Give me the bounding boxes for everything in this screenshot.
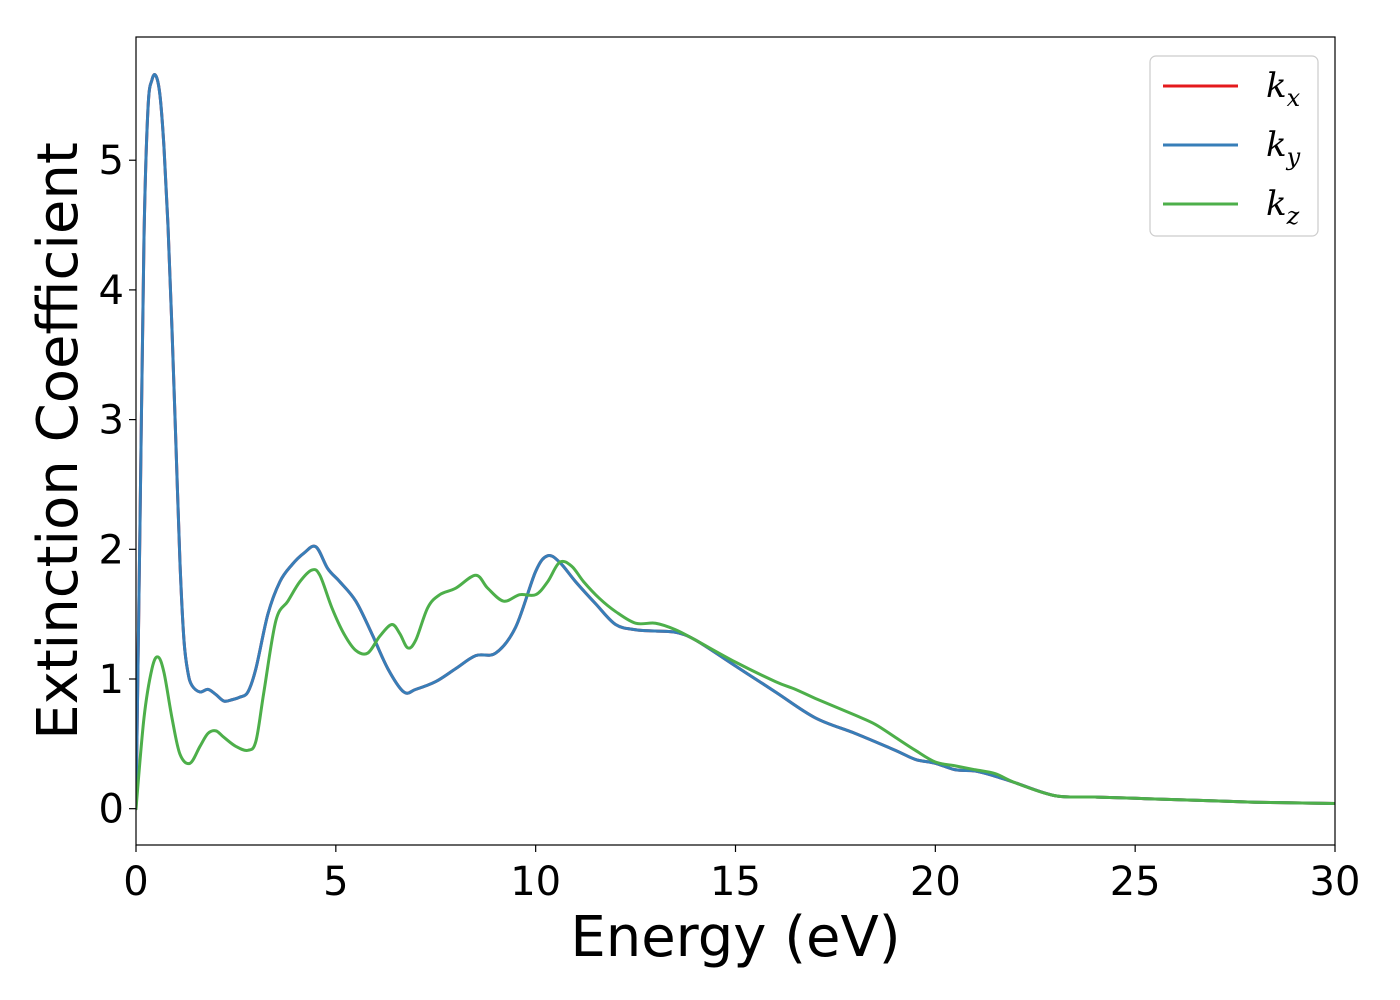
x-tick-label: 20 [910, 859, 961, 905]
y-tick-label: 1 [99, 657, 124, 703]
series-line-kz [136, 559, 1335, 811]
y-tick-label: 0 [99, 787, 124, 833]
x-axis-title: Energy (eV) [570, 905, 900, 970]
legend-label-main: k [1266, 125, 1287, 165]
series-layer [136, 73, 1335, 811]
y-tick-label: 2 [99, 527, 124, 573]
legend-label-kx: kx [1266, 66, 1301, 112]
legend-label-ky: ky [1266, 125, 1301, 171]
x-tick-label: 30 [1310, 859, 1361, 905]
x-tick-label: 5 [323, 859, 348, 905]
y-tick-label: 4 [99, 268, 124, 314]
legend-label-subscript: y [1286, 143, 1301, 171]
legend-label-kz: kz [1266, 184, 1300, 230]
y-tick-label: 5 [99, 138, 124, 184]
x-tick-label: 15 [710, 859, 761, 905]
legend-label-main: k [1266, 66, 1287, 106]
legend-label-main: k [1266, 184, 1287, 224]
y-tick-label: 3 [99, 398, 124, 444]
y-axis-title: Extinction Coefficient [26, 142, 91, 740]
legend-label-subscript: x [1287, 84, 1301, 112]
x-axis: 0 5 10 15 20 25 30 [123, 845, 1360, 905]
y-axis: 0 1 2 3 4 5 [99, 138, 136, 833]
x-tick-label: 25 [1110, 859, 1161, 905]
x-tick-label: 0 [123, 859, 148, 905]
x-tick-label: 10 [510, 859, 561, 905]
legend-label-subscript: z [1286, 202, 1300, 230]
